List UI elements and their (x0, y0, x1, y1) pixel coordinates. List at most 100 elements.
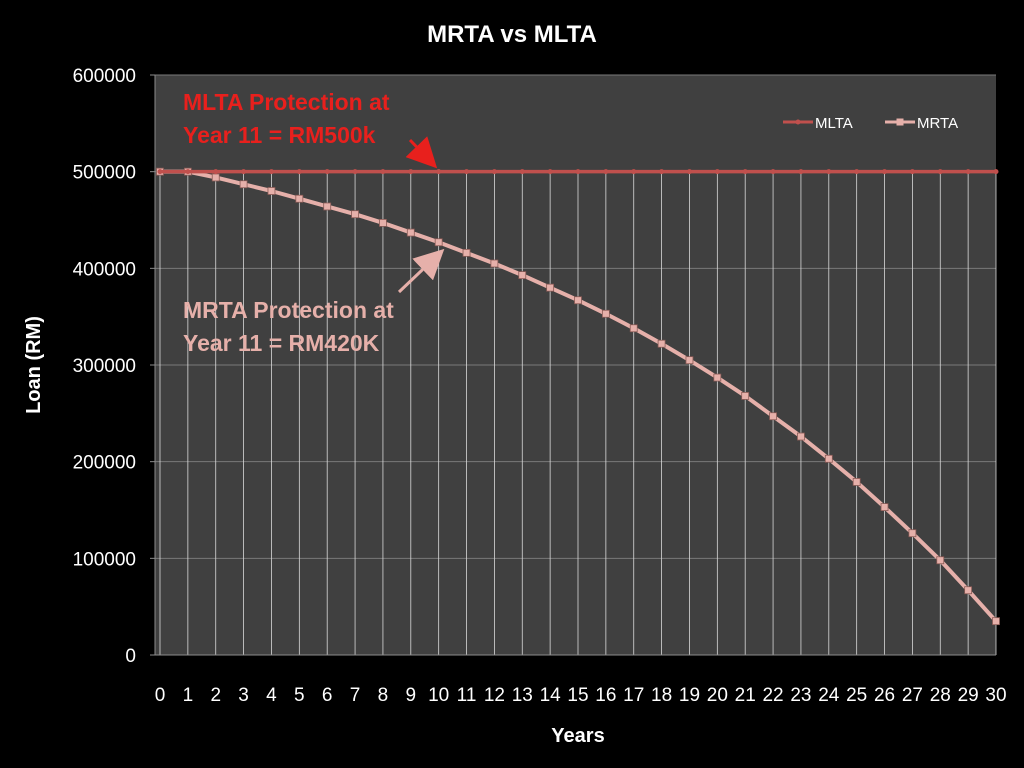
point-mlta-13 (519, 169, 525, 175)
x-tick-label-5: 5 (294, 685, 305, 706)
point-mlta-18 (659, 169, 665, 175)
legend-label-mrta: MRTA (917, 115, 958, 132)
x-tick-label-6: 6 (322, 685, 333, 706)
drop-lines (159, 171, 997, 655)
point-mrta-3 (239, 180, 248, 189)
point-mlta-14 (547, 169, 553, 175)
legend-item-mrta: MRTA (885, 115, 958, 132)
x-tick-label-21: 21 (735, 685, 756, 706)
y-tick-label-2: 200000 (73, 453, 136, 474)
point-mrta-5 (295, 194, 304, 203)
annotation-mlta: MLTA Protection at Year 11 = RM500k (183, 89, 438, 169)
point-mrta-13 (518, 271, 527, 280)
annotation-mrta-line-1: MRTA Protection at (183, 297, 394, 323)
x-tick-label-15: 15 (567, 685, 588, 706)
y-tick-label-4: 400000 (73, 259, 136, 280)
point-mrta-18 (657, 339, 666, 348)
point-mlta-15 (575, 169, 581, 175)
point-mrta-30 (992, 617, 1000, 626)
point-mlta-24 (826, 169, 832, 175)
point-mrta-21 (741, 392, 750, 400)
point-mlta-16 (603, 169, 609, 175)
y-tick-label-6: 600000 (73, 66, 136, 87)
point-mlta-29 (965, 169, 971, 175)
point-mlta-9 (408, 169, 414, 175)
annotation-mrta-arrow (397, 248, 445, 294)
point-mlta-28 (937, 169, 943, 175)
x-tick-label-29: 29 (958, 685, 979, 706)
annotation-mlta-line-2: Year 11 = RM500k (183, 122, 376, 148)
point-mlta-8 (380, 169, 386, 175)
x-tick-label-27: 27 (902, 685, 923, 706)
series-mlta (157, 169, 999, 175)
point-mlta-0 (157, 169, 163, 175)
point-mrta-14 (546, 283, 555, 292)
x-tick-label-2: 2 (210, 685, 221, 706)
point-mrta-19 (685, 356, 694, 365)
point-mrta-24 (824, 454, 833, 463)
x-tick-label-18: 18 (651, 685, 672, 706)
point-mlta-3 (241, 169, 247, 175)
point-mrta-16 (601, 309, 610, 318)
x-tick-label-3: 3 (238, 685, 249, 706)
point-mlta-19 (686, 169, 692, 175)
point-mlta-12 (491, 169, 497, 175)
x-tick-label-28: 28 (930, 685, 951, 706)
point-mlta-17 (631, 169, 637, 175)
x-tick-label-19: 19 (679, 685, 700, 706)
point-mlta-26 (882, 169, 888, 175)
point-mrta-6 (323, 202, 332, 211)
x-tick-label-17: 17 (623, 685, 644, 706)
point-mrta-23 (797, 432, 805, 441)
annotation-mrta: MRTA Protection at Year 11 = RM420K (183, 248, 445, 356)
point-mrta-25 (852, 478, 861, 486)
y-tick-label-1: 100000 (73, 549, 136, 570)
x-tick-label-0: 0 (155, 685, 166, 706)
legend-marker-mlta (795, 119, 801, 125)
point-mrta-15 (574, 296, 582, 305)
x-tick-label-8: 8 (378, 685, 389, 706)
point-mlta-21 (742, 169, 748, 175)
x-tick-label-16: 16 (595, 685, 616, 706)
point-mlta-2 (213, 169, 219, 175)
chart-title: MRTA vs MLTA (427, 21, 597, 48)
y-tick-label-5: 500000 (73, 163, 136, 184)
point-mrta-29 (964, 586, 973, 595)
series-layer (156, 167, 1000, 626)
x-tick-label-25: 25 (846, 685, 867, 706)
point-mrta-7 (351, 210, 359, 219)
point-mrta-4 (267, 187, 276, 195)
point-mrta-2 (211, 173, 220, 182)
point-mlta-7 (352, 169, 358, 175)
x-tick-label-24: 24 (818, 685, 840, 706)
x-tick-label-23: 23 (790, 685, 811, 706)
point-mrta-8 (379, 218, 387, 227)
point-mrta-9 (406, 228, 415, 237)
point-mlta-20 (714, 169, 720, 175)
point-mrta-22 (769, 412, 777, 421)
y-tick-label-0: 0 (125, 646, 136, 667)
point-mlta-5 (296, 169, 302, 175)
gridlines (155, 74, 996, 559)
x-tick-label-14: 14 (540, 685, 562, 706)
point-mlta-30 (993, 169, 999, 175)
x-tick-label-20: 20 (707, 685, 728, 706)
point-mlta-11 (464, 169, 470, 175)
x-tick-labels: 0 1 2 3 4 5 6 7 8 9 10 11 12 13 14 15 16 17 18 19 20 21 22 23 24… (155, 685, 1007, 706)
point-mrta-11 (462, 248, 471, 257)
point-mlta-1 (185, 169, 191, 175)
y-axis-title: Loan (RM) (23, 316, 45, 414)
point-mlta-6 (324, 169, 330, 175)
y-tick-labels: 0 100000 200000 300000 400000 500000 600000 (73, 66, 155, 667)
x-tick-label-30: 30 (985, 685, 1006, 706)
x-tick-label-7: 7 (350, 685, 361, 706)
x-tick-label-9: 9 (406, 685, 417, 706)
x-axis-title: Years (551, 725, 604, 747)
point-mlta-4 (268, 169, 274, 175)
point-mrta-20 (713, 373, 722, 382)
annotation-mlta-arrow (405, 136, 438, 169)
point-mlta-23 (798, 169, 804, 175)
legend: MLTA MRTA (783, 115, 958, 132)
x-tick-label-13: 13 (512, 685, 533, 706)
